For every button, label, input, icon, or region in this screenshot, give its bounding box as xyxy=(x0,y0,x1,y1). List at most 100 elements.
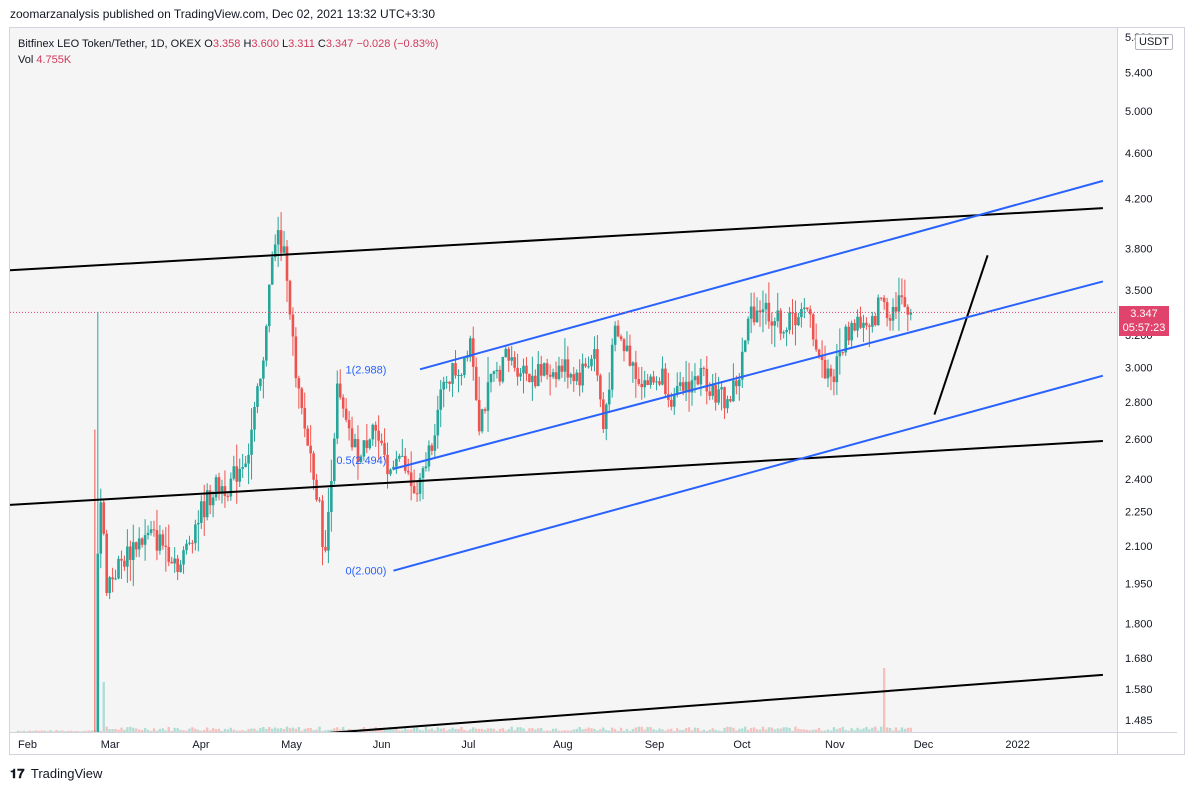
volume-bar xyxy=(312,730,315,732)
volume-bar xyxy=(829,730,833,732)
candlestick-chart[interactable]: 1(2.988) 0.5(2.494) 0(2.000) 5.400 5.000 4.60… xyxy=(10,28,1180,754)
volume-bar xyxy=(386,729,389,732)
candle-body xyxy=(785,330,788,333)
volume-bar xyxy=(244,730,247,732)
x-axis-tick-label: Jun xyxy=(373,739,391,751)
volume-bar xyxy=(321,730,324,732)
volume-bar xyxy=(516,727,519,732)
volume-bar xyxy=(111,729,114,732)
candle-body xyxy=(247,454,250,464)
candle-body xyxy=(383,443,386,455)
candle-body xyxy=(868,325,871,327)
volume-bar xyxy=(271,728,274,732)
candle-body xyxy=(832,376,836,383)
y-axis-tick-label: 3.800 xyxy=(1125,244,1153,256)
volume-bar xyxy=(197,729,200,732)
volume-bar xyxy=(572,729,575,732)
candle-body xyxy=(297,378,301,389)
volume-bar xyxy=(800,729,803,732)
volume-bar xyxy=(906,727,910,732)
y-axis-tick-label: 2.250 xyxy=(1125,507,1153,519)
candle-body xyxy=(740,351,744,380)
fib-level-label: 0.5(2.494) xyxy=(336,455,386,467)
candle-body xyxy=(197,522,200,525)
volume-bar xyxy=(664,730,667,732)
candle-body xyxy=(418,478,422,494)
volume-bar xyxy=(395,727,398,732)
candle-body xyxy=(191,542,194,544)
x-axis-tick-label: 2022 xyxy=(1005,739,1029,751)
x-axis-tick-label: Feb xyxy=(18,739,37,751)
candle-body xyxy=(835,356,839,383)
volume-bar xyxy=(223,728,227,732)
legend-open: O3.358 xyxy=(204,38,241,50)
volume-bar xyxy=(880,726,883,732)
candle-body xyxy=(560,365,564,372)
candle-body xyxy=(344,408,348,420)
candle-body xyxy=(885,302,889,319)
candle-body xyxy=(463,357,466,376)
volume-bar xyxy=(646,726,649,732)
volume-bar xyxy=(891,730,895,732)
candle-body xyxy=(309,445,312,454)
volume-bar xyxy=(442,728,445,732)
candle-body xyxy=(531,375,534,383)
candle-body xyxy=(808,309,812,315)
volume-bar xyxy=(132,727,135,732)
volume-bar xyxy=(102,682,105,732)
candle-body xyxy=(155,530,159,551)
candle-body xyxy=(486,382,490,411)
volume-bar xyxy=(610,727,614,732)
candle-body xyxy=(235,466,239,482)
plot-background xyxy=(10,28,1117,732)
candle-body xyxy=(111,577,114,580)
volume-bar xyxy=(117,729,120,732)
volume-bar xyxy=(681,729,685,732)
candle-body xyxy=(803,307,806,309)
candle-body xyxy=(256,386,259,407)
candle-body xyxy=(265,326,268,361)
volume-bar xyxy=(874,726,877,732)
candle-body xyxy=(672,394,676,407)
candle-body xyxy=(321,500,324,547)
candle-body xyxy=(770,321,774,326)
volume-bar xyxy=(714,729,717,732)
x-axis-tick-label: Dec xyxy=(914,739,934,751)
candle-body xyxy=(705,368,709,392)
volume-bar xyxy=(259,728,262,732)
candle-body xyxy=(188,542,191,544)
candle-body xyxy=(353,439,357,448)
candle-body xyxy=(575,372,579,382)
candle-body xyxy=(788,312,791,331)
candle-body xyxy=(167,546,171,562)
currency-button[interactable]: USDT xyxy=(1135,34,1173,50)
candle-body xyxy=(841,352,845,354)
candle-body xyxy=(430,445,434,451)
volume-bar xyxy=(78,731,82,732)
candle-body xyxy=(152,529,156,531)
y-axis-tick-label: 1.680 xyxy=(1125,653,1153,665)
footer[interactable]: 𝟏𝟕 TradingView xyxy=(10,766,102,782)
candle-body xyxy=(276,230,280,245)
volume-bar xyxy=(501,728,505,732)
candle-body xyxy=(412,486,416,494)
candle-body xyxy=(211,497,215,506)
volume-bar xyxy=(105,726,108,732)
volume-bar xyxy=(55,730,58,732)
volume-bar xyxy=(732,727,735,732)
volume-bar xyxy=(587,727,590,732)
candle-body xyxy=(684,381,688,391)
volume-bar xyxy=(19,731,23,732)
volume-bar xyxy=(738,728,741,732)
candle-body xyxy=(551,372,555,377)
volume-bar xyxy=(844,729,847,732)
volume-bar xyxy=(749,727,753,732)
volume-bar xyxy=(708,729,711,732)
volume-bar xyxy=(158,728,162,732)
candle-body xyxy=(720,387,723,390)
candle-body xyxy=(415,493,419,495)
volume-bar xyxy=(578,726,581,732)
volume-bar xyxy=(401,730,404,732)
y-axis-tick-label: 1.580 xyxy=(1125,684,1153,696)
volume-bar xyxy=(52,731,55,732)
